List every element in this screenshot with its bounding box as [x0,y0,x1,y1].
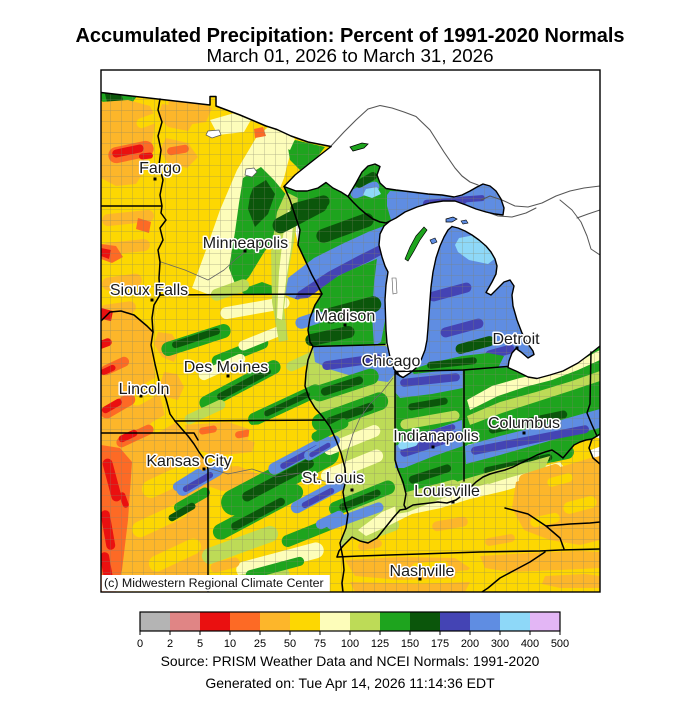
svg-text:Generated on: Tue Apr 14, 2026: Generated on: Tue Apr 14, 2026 11:14:36 … [205,675,495,691]
svg-text:Kansas City: Kansas City [146,453,231,470]
svg-text:Fargo: Fargo [139,160,181,177]
svg-text:400: 400 [521,638,539,650]
svg-text:300: 300 [491,638,509,650]
svg-text:Chicago: Chicago [362,353,421,370]
svg-text:Indianapolis: Indianapolis [393,428,478,445]
svg-text:Nashville: Nashville [390,563,455,580]
svg-text:Madison: Madison [315,308,375,325]
svg-text:Columbus: Columbus [488,415,560,432]
svg-text:Des Moines: Des Moines [184,359,268,376]
svg-text:Accumulated Precipitation: Per: Accumulated Precipitation: Percent of 19… [75,25,624,47]
svg-text:March 01, 2026 to March 31, 20: March 01, 2026 to March 31, 2026 [206,45,493,66]
svg-text:(c) Midwestern Regional Climat: (c) Midwestern Regional Climate Center [104,576,324,590]
svg-text:Source: PRISM Weather Data and: Source: PRISM Weather Data and NCEI Norm… [161,653,540,669]
svg-text:Sioux Falls: Sioux Falls [110,282,188,299]
svg-text:75: 75 [314,638,326,650]
svg-text:5: 5 [197,638,203,650]
svg-text:175: 175 [431,638,449,650]
svg-text:2: 2 [167,638,173,650]
svg-text:25: 25 [254,638,266,650]
svg-text:200: 200 [461,638,479,650]
svg-text:Lincoln: Lincoln [119,381,170,398]
svg-text:50: 50 [284,638,296,650]
svg-text:Louisville: Louisville [414,483,480,500]
svg-text:500: 500 [551,638,569,650]
svg-text:0: 0 [137,638,143,650]
svg-text:Minneapolis: Minneapolis [203,235,288,252]
svg-text:150: 150 [401,638,419,650]
svg-text:10: 10 [224,638,236,650]
svg-text:Detroit: Detroit [492,331,540,348]
svg-text:St. Louis: St. Louis [302,470,364,487]
svg-text:100: 100 [341,638,359,650]
svg-text:125: 125 [371,638,389,650]
